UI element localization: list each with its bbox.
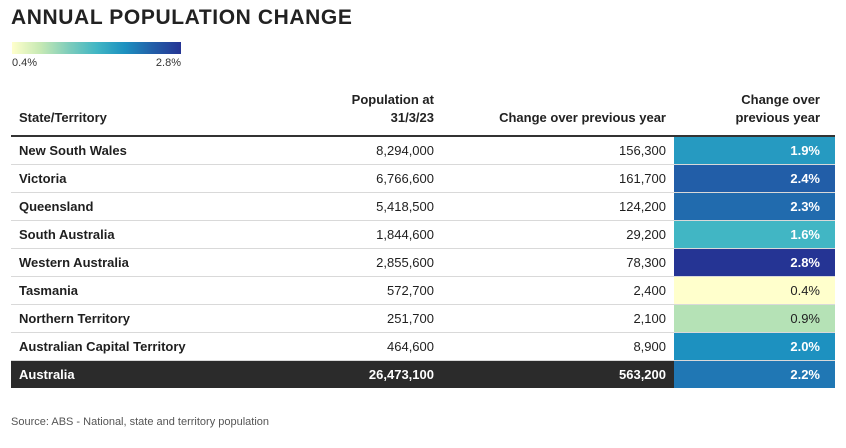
cell-population: 251,700 bbox=[270, 304, 442, 333]
table-row: South Australia 1,844,600 29,200 1.6% bbox=[11, 220, 835, 249]
table-header-row: State/Territory Population at 31/3/23 Ch… bbox=[11, 90, 835, 137]
cell-change: 563,200 bbox=[442, 360, 674, 388]
cell-change-pct: 2.2% bbox=[674, 360, 835, 388]
cell-change: 78,300 bbox=[442, 248, 674, 277]
cell-population: 8,294,000 bbox=[270, 136, 442, 165]
table-row: Tasmania 572,700 2,400 0.4% bbox=[11, 276, 835, 305]
cell-change-pct: 0.4% bbox=[674, 276, 835, 305]
cell-change: 29,200 bbox=[442, 220, 674, 249]
header-state: State/Territory bbox=[11, 90, 270, 137]
table-row: Northern Territory 251,700 2,100 0.9% bbox=[11, 304, 835, 333]
table-row: New South Wales 8,294,000 156,300 1.9% bbox=[11, 136, 835, 165]
legend-gradient-bar bbox=[12, 42, 181, 54]
cell-change: 8,900 bbox=[442, 332, 674, 361]
cell-population: 26,473,100 bbox=[270, 360, 442, 388]
cell-change: 124,200 bbox=[442, 192, 674, 221]
cell-change-pct: 1.9% bbox=[674, 136, 835, 165]
cell-state: New South Wales bbox=[11, 136, 270, 165]
cell-population: 6,766,600 bbox=[270, 164, 442, 193]
table-row: Australian Capital Territory 464,600 8,900… bbox=[11, 332, 835, 361]
cell-state: Tasmania bbox=[11, 276, 270, 305]
header-change-pct: Change over previous year bbox=[674, 90, 835, 137]
cell-population: 5,418,500 bbox=[270, 192, 442, 221]
table-row: Western Australia 2,855,600 78,300 2.8% bbox=[11, 248, 835, 277]
legend-max-label: 2.8% bbox=[155, 57, 181, 69]
cell-change: 2,100 bbox=[442, 304, 674, 333]
table-total-row: Australia 26,473,100 563,200 2.2% bbox=[11, 360, 835, 388]
population-table: State/Territory Population at 31/3/23 Ch… bbox=[11, 90, 835, 388]
cell-change-pct: 1.6% bbox=[674, 220, 835, 249]
cell-change-pct: 2.8% bbox=[674, 248, 835, 277]
source-note: Source: ABS - National, state and territ… bbox=[11, 416, 270, 428]
cell-state: South Australia bbox=[11, 220, 270, 249]
cell-population: 572,700 bbox=[270, 276, 442, 305]
cell-change-pct: 2.0% bbox=[674, 332, 835, 361]
chart-title: ANNUAL POPULATION CHANGE bbox=[11, 6, 353, 29]
header-population: Population at 31/3/23 bbox=[270, 90, 442, 137]
cell-change-pct: 0.9% bbox=[674, 304, 835, 333]
cell-state: Northern Territory bbox=[11, 304, 270, 333]
cell-change-pct: 2.3% bbox=[674, 192, 835, 221]
color-scale-legend bbox=[12, 42, 181, 54]
cell-population: 464,600 bbox=[270, 332, 442, 361]
cell-state: Australia bbox=[11, 360, 270, 388]
cell-state: Western Australia bbox=[11, 248, 270, 277]
cell-population: 2,855,600 bbox=[270, 248, 442, 277]
cell-change-pct: 2.4% bbox=[674, 164, 835, 193]
table-row: Queensland 5,418,500 124,200 2.3% bbox=[11, 192, 835, 221]
table-row: Victoria 6,766,600 161,700 2.4% bbox=[11, 164, 835, 193]
cell-state: Australian Capital Territory bbox=[11, 332, 270, 361]
cell-state: Victoria bbox=[11, 164, 270, 193]
header-population-line2: 31/3/23 bbox=[390, 110, 434, 125]
cell-state: Queensland bbox=[11, 192, 270, 221]
header-change-count: Change over previous year bbox=[442, 90, 674, 137]
header-change-pct-line2: previous year bbox=[735, 110, 820, 125]
legend-min-label: 0.4% bbox=[12, 57, 38, 69]
cell-change: 2,400 bbox=[442, 276, 674, 305]
header-change-pct-line1: Change over bbox=[741, 92, 820, 107]
header-population-line1: Population at bbox=[351, 92, 434, 107]
cell-population: 1,844,600 bbox=[270, 220, 442, 249]
cell-change: 161,700 bbox=[442, 164, 674, 193]
cell-change: 156,300 bbox=[442, 136, 674, 165]
